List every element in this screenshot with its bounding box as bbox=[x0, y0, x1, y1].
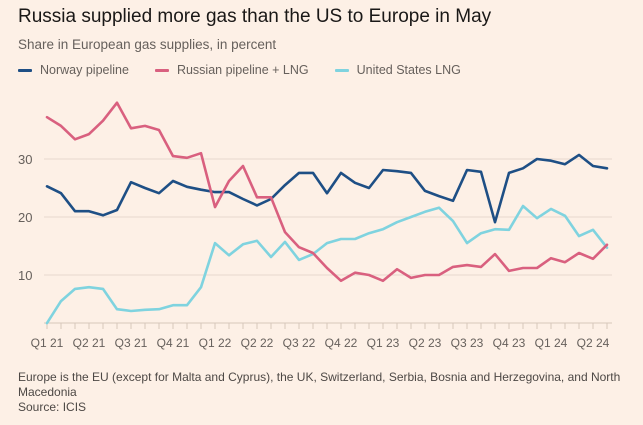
y-tick-label: 30 bbox=[18, 152, 32, 167]
legend-swatch-us bbox=[334, 68, 349, 72]
series-line-norway-pipeline bbox=[45, 153, 609, 224]
legend-label-russia: Russian pipeline + LNG bbox=[176, 63, 309, 77]
series-line-russian-pipeline-lng bbox=[45, 101, 609, 283]
x-tick-label: Q3 22 bbox=[283, 336, 316, 350]
x-tick-label: Q3 21 bbox=[115, 336, 148, 350]
gridlines bbox=[44, 158, 612, 276]
x-tick-label: Q2 23 bbox=[409, 336, 442, 350]
series-line-united-states-lng bbox=[45, 204, 609, 325]
y-tick-label: 20 bbox=[18, 210, 32, 225]
x-tick-label: Q1 21 bbox=[31, 336, 64, 350]
x-axis: Q1 21 Q2 21 Q3 21 Q4 21 Q1 22 Q2 22 Q3 22 Q4 22… bbox=[31, 322, 612, 350]
legend-label-us: United States LNG bbox=[356, 63, 461, 77]
footer: Europe is the EU (except for Malta and C… bbox=[18, 370, 628, 415]
source: Source: ICIS bbox=[18, 400, 87, 414]
x-tick-label: Q3 23 bbox=[451, 336, 484, 350]
chart-subtitle: Share in European gas supplies, in perce… bbox=[18, 37, 277, 52]
legend-label-norway: Norway pipeline bbox=[40, 63, 129, 77]
x-tick-label: Q1 22 bbox=[199, 336, 232, 350]
series-lines bbox=[45, 101, 609, 325]
legend: Norway pipeline Russian pipeline + LNG U… bbox=[18, 63, 487, 77]
x-tick-label: Q1 24 bbox=[535, 336, 568, 350]
x-tick-label: Q4 21 bbox=[157, 336, 190, 350]
legend-swatch-russia bbox=[154, 68, 169, 72]
chart-title: Russia supplied more gas than the US to … bbox=[18, 6, 492, 27]
legend-item-us: United States LNG bbox=[334, 63, 461, 77]
x-tick-label: Q4 22 bbox=[325, 336, 358, 350]
x-tick-label: Q1 23 bbox=[367, 336, 400, 350]
legend-swatch-norway bbox=[18, 68, 32, 72]
y-axis: 10 20 30 bbox=[18, 152, 32, 283]
x-tick-label: Q2 22 bbox=[241, 336, 274, 350]
x-tick-label: Q2 21 bbox=[73, 336, 106, 350]
x-tick-label: Q2 24 bbox=[577, 336, 610, 350]
footnote: Europe is the EU (except for Malta and C… bbox=[18, 370, 621, 399]
y-tick-label: 10 bbox=[18, 268, 32, 283]
x-tick-label: Q4 23 bbox=[493, 336, 526, 350]
legend-item-russia: Russian pipeline + LNG bbox=[154, 63, 309, 77]
legend-item-norway: Norway pipeline bbox=[18, 63, 129, 77]
